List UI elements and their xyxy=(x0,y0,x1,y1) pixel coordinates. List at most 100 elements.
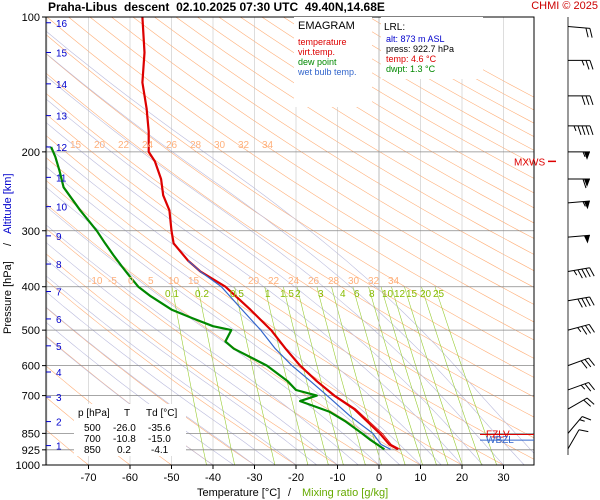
x-tick-label: -60 xyxy=(122,472,138,484)
grid-layer xyxy=(0,17,534,465)
altitude-tick-label: 14 xyxy=(56,80,68,91)
wind-barb-feather xyxy=(577,269,583,279)
wind-barb-feather xyxy=(589,296,595,306)
wind-barb-half xyxy=(579,419,585,422)
mixing-ratio-line xyxy=(380,286,437,465)
legend-dew-point: dew point xyxy=(298,57,337,67)
series-wet-bulb-temp xyxy=(187,260,391,450)
mixing-ratio-line xyxy=(264,286,309,465)
wind-barb-pennant xyxy=(584,179,590,188)
altitude-tick-label: 4 xyxy=(56,368,62,379)
series-layer xyxy=(50,17,401,451)
wind-barb-staff xyxy=(567,381,589,391)
dry-adiabat xyxy=(175,17,534,239)
y-tick-label: 400 xyxy=(22,282,40,294)
marker-label: MXWS xyxy=(514,157,545,168)
x-axis-title: Temperature [°C] xyxy=(197,487,280,499)
moist-adiabat xyxy=(46,98,484,465)
moist-adiabat xyxy=(46,121,463,465)
mixing-ratio-label: 10 xyxy=(382,289,394,300)
y-axis-title-altitude: Altitude [km] xyxy=(2,173,14,234)
wind-barb-staff xyxy=(567,357,589,367)
wind-barb-feather xyxy=(580,360,588,369)
wind-barbs xyxy=(567,17,595,455)
legend-box xyxy=(294,17,372,107)
mixing-ratio-label: 25 xyxy=(433,289,445,300)
lrl-title: LRL: xyxy=(384,22,405,33)
wind-barb-staff xyxy=(567,25,590,29)
wind-barb-staff xyxy=(567,397,588,410)
mixing-ratio-label: 0.1 xyxy=(165,289,179,300)
altitude-tick-label: 5 xyxy=(56,342,62,353)
wind-barb-half xyxy=(577,327,582,333)
wind-barb-feather xyxy=(588,357,595,366)
station-name: Praha-Libus xyxy=(48,0,118,14)
wind-barb-feather xyxy=(584,359,592,368)
wind-barb-pennant xyxy=(583,200,590,210)
wind-barb-feather xyxy=(588,324,595,333)
moist-adiabat xyxy=(46,75,504,465)
x-tick-label: -30 xyxy=(247,472,263,484)
wind-barb-feather xyxy=(582,178,587,189)
wind-barb-feather xyxy=(581,326,588,335)
altitude-tick-label: 11 xyxy=(56,173,67,184)
altitude-tick-label: 1 xyxy=(56,442,62,453)
dry-adiabat-label: 30 xyxy=(348,276,360,287)
table-header-t: T xyxy=(124,408,130,419)
moist-adiabat xyxy=(46,53,525,465)
table-cell: 850 xyxy=(84,445,101,456)
dry-adiabat xyxy=(111,17,534,288)
wind-barb-feather xyxy=(589,60,594,70)
altitude-tick-label: 10 xyxy=(56,203,68,214)
altitude-tick-label: 15 xyxy=(56,48,68,59)
dry-adiabat-label: 34 xyxy=(262,140,274,151)
mixing-ratio-label: 20 xyxy=(420,289,432,300)
dry-adiabat-label: 28 xyxy=(190,140,202,151)
legend-temperature: temperature xyxy=(298,37,347,47)
dry-adiabat xyxy=(0,17,6,465)
altitude-tick-label: 3 xyxy=(56,393,62,404)
altitude-tick-label: 13 xyxy=(56,112,68,123)
legend-wet-bulb: wet bulb temp. xyxy=(297,67,357,77)
dry-adiabat-label: 30 xyxy=(214,140,226,151)
dry-adiabat xyxy=(218,17,534,209)
wind-barb-staff xyxy=(567,416,583,434)
x-tick-label: -10 xyxy=(330,472,346,484)
wind-barb-feather xyxy=(589,95,594,106)
moist-adiabat xyxy=(46,291,276,465)
y-tick-label: 200 xyxy=(22,147,40,159)
wind-barb-pennant xyxy=(584,151,590,160)
mixing-ratio-label: 1.5 xyxy=(280,289,294,300)
wind-barb-feather xyxy=(578,429,589,433)
dry-adiabat-label: -5 xyxy=(108,276,117,287)
altitude-tick-label: 2 xyxy=(56,418,62,429)
wind-barb-feather xyxy=(589,267,595,277)
wind-barb-half xyxy=(581,60,585,66)
wind-barb xyxy=(567,357,595,369)
wind-barb-feather xyxy=(585,297,591,307)
mixing-ratio-label: 3 xyxy=(318,289,324,300)
y-tick-label: 500 xyxy=(22,325,40,337)
copyright: CHMI © 2025 xyxy=(531,0,598,12)
dry-adiabat xyxy=(46,157,504,465)
wind-barb-feather xyxy=(581,95,586,106)
lrl-alt: alt: 873 m ASL xyxy=(386,34,445,44)
dry-adiabat xyxy=(154,17,534,255)
marker-label: WBZL xyxy=(486,435,514,446)
lrl-dwpt: dwpt: 1.3 °C xyxy=(386,64,436,74)
x-tick-label: -50 xyxy=(164,472,180,484)
wind-barb xyxy=(568,95,594,106)
wind-barb-pennant xyxy=(583,235,590,244)
wind-barb xyxy=(567,296,595,308)
wind-barb xyxy=(567,234,590,244)
dry-adiabat xyxy=(46,72,534,398)
lrl-temp: temp: 4.6 °C xyxy=(386,54,437,64)
table-cell: 700 xyxy=(84,434,101,445)
table-cell: 0.2 xyxy=(117,445,131,456)
wind-barb-feather xyxy=(589,125,594,136)
mixing-ratio-label: 4 xyxy=(340,289,346,300)
marker-label: FZLV xyxy=(486,430,510,441)
x-tick-label: -40 xyxy=(205,472,221,484)
